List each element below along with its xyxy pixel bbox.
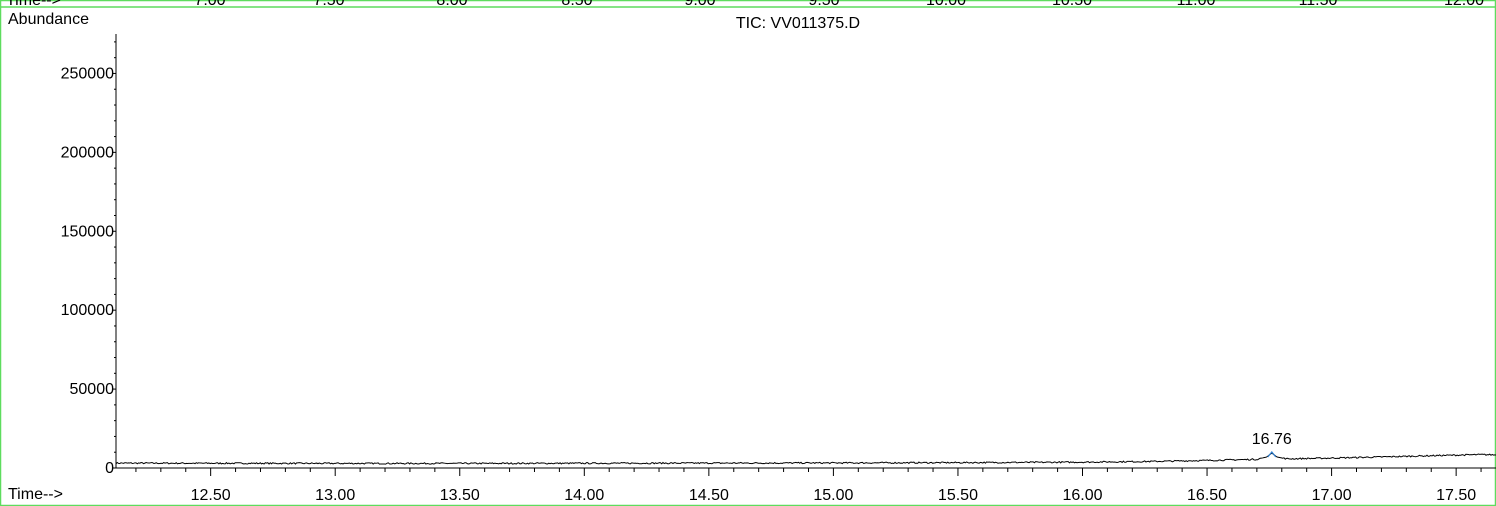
top-strip-time-label: Time--> [6,0,61,9]
x-axis-ticks: 12.50 13.00 13.50 14.00 14.50 15.00 15.50 16.00… [135,468,1482,504]
x-tick-label: 15.50 [938,487,978,504]
top-strip-tick-label: 12.00 [1444,0,1484,9]
y-tick-label: 100000 [61,302,114,319]
x-tick-label: 16.00 [1062,487,1102,504]
y-tick-label: 0 [105,460,114,477]
top-strip-tick-label: 8.50 [561,0,592,9]
x-tick-label: 15.00 [813,487,853,504]
x-tick-label: 12.50 [191,487,231,504]
top-strip-tick-label: 11.00 [1177,0,1216,9]
x-tick-label: 14.00 [564,487,604,504]
x-tick-label: 13.00 [315,487,355,504]
top-strip-tick-label: 8.00 [436,0,467,9]
series-layer [115,452,1496,465]
top-strip-tick-label: 10.00 [926,0,966,9]
y-tick-label: 250000 [61,65,114,82]
x-tick-label: 17.00 [1312,487,1352,504]
top-strip-tick-label: 9.00 [684,0,715,9]
x-tick-label: 17.50 [1436,487,1476,504]
top-strip: Time--> 7.00 7.50 8.00 8.50 9.00 9.50 10.00 10.… [6,0,1484,9]
top-strip-tick-label: 9.50 [808,0,839,9]
top-strip-tick-label: 11.50 [1299,0,1338,9]
top-strip-tick-label: 10.50 [1052,0,1092,9]
y-tick-label: 200000 [61,144,114,161]
y-axis-label: Abundance [8,11,89,28]
y-tick-label: 50000 [70,381,115,398]
tic-series-line [115,452,1496,465]
peak-label: 16.76 [1252,431,1292,448]
chart-title: TIC: VV011375.D [736,15,860,32]
annotation-layer: 16.76 [1252,431,1292,458]
x-tick-label: 16.50 [1187,487,1227,504]
y-axis-ticks: 0 50000 100000 150000 200000 250000 [61,41,116,477]
x-tick-label: 13.50 [440,487,480,504]
peak-marker [1267,451,1277,458]
top-strip-tick-label: 7.00 [194,0,225,9]
x-tick-label: 14.50 [689,487,729,504]
top-strip-ticks: 7.00 7.50 8.00 8.50 9.00 9.50 10.00 10.50 11.00 1… [194,0,1484,9]
x-axis-label: Time--> [8,486,63,503]
top-strip-tick-label: 7.50 [313,0,344,9]
y-tick-label: 150000 [61,223,114,240]
